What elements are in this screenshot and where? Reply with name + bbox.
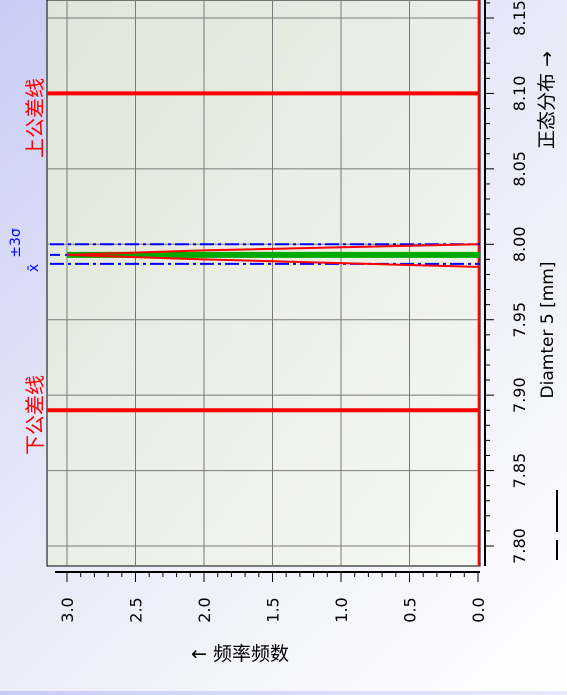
y-tick-label: 3.0 [58,597,77,622]
mean-label: x̄ [26,264,42,272]
x-ticks: 7.80 7.85 7.90 7.95 8.00 8.05 8.10 8.15 [485,0,529,566]
x-tick-label: 7.80 [510,528,529,564]
x-tick-label: 8.15 [510,0,529,36]
x-axis-title: Diamter 5 [mm] [538,262,558,399]
plot-area [47,0,480,566]
y-tick-label: 0.5 [401,597,420,622]
y-ticks: 0.0 0.5 1.0 1.5 2.0 2.5 3.0 [55,572,488,623]
y-tick-label: 1.5 [264,597,283,622]
x-tick-label: 7.90 [510,377,529,413]
x-tick-label: 7.85 [510,453,529,489]
y-tick-label: 2.5 [127,597,146,622]
upper-tolerance-label: 上公差线 [23,78,47,158]
x-tick-label: 8.10 [510,76,529,112]
y-tick-label: 2.0 [195,597,214,622]
x-tick-label: 8.00 [510,226,529,262]
lower-tolerance-label: 下公差线 [23,375,47,455]
y-axis-title: ← 频率频数 [191,643,289,665]
x-tick-label: 8.05 [510,151,529,187]
x-tick-label: 7.95 [510,302,529,338]
sigma-label: ±3σ [8,228,24,258]
x-axis-title-suffix: 正态分布 → [536,51,558,149]
y-tick-label: 1.0 [332,597,351,622]
y-tick-label: 0.0 [469,597,488,622]
